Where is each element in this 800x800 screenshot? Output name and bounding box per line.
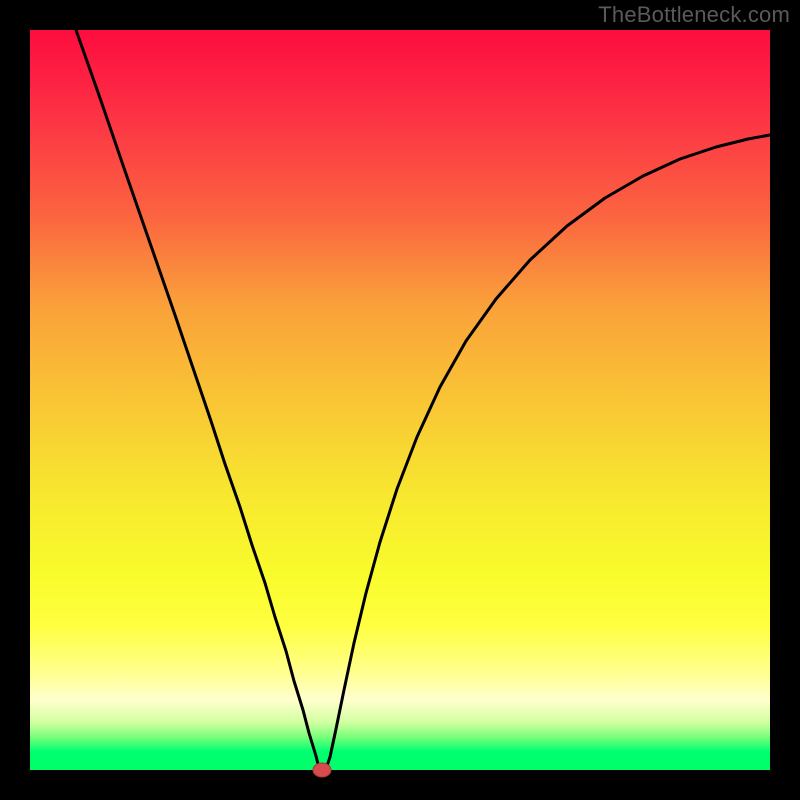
- optimal-point-marker: [313, 763, 331, 777]
- chart-root: TheBottleneck.com: [0, 0, 800, 800]
- gradient-background: [30, 30, 770, 770]
- chart-svg: [0, 0, 800, 800]
